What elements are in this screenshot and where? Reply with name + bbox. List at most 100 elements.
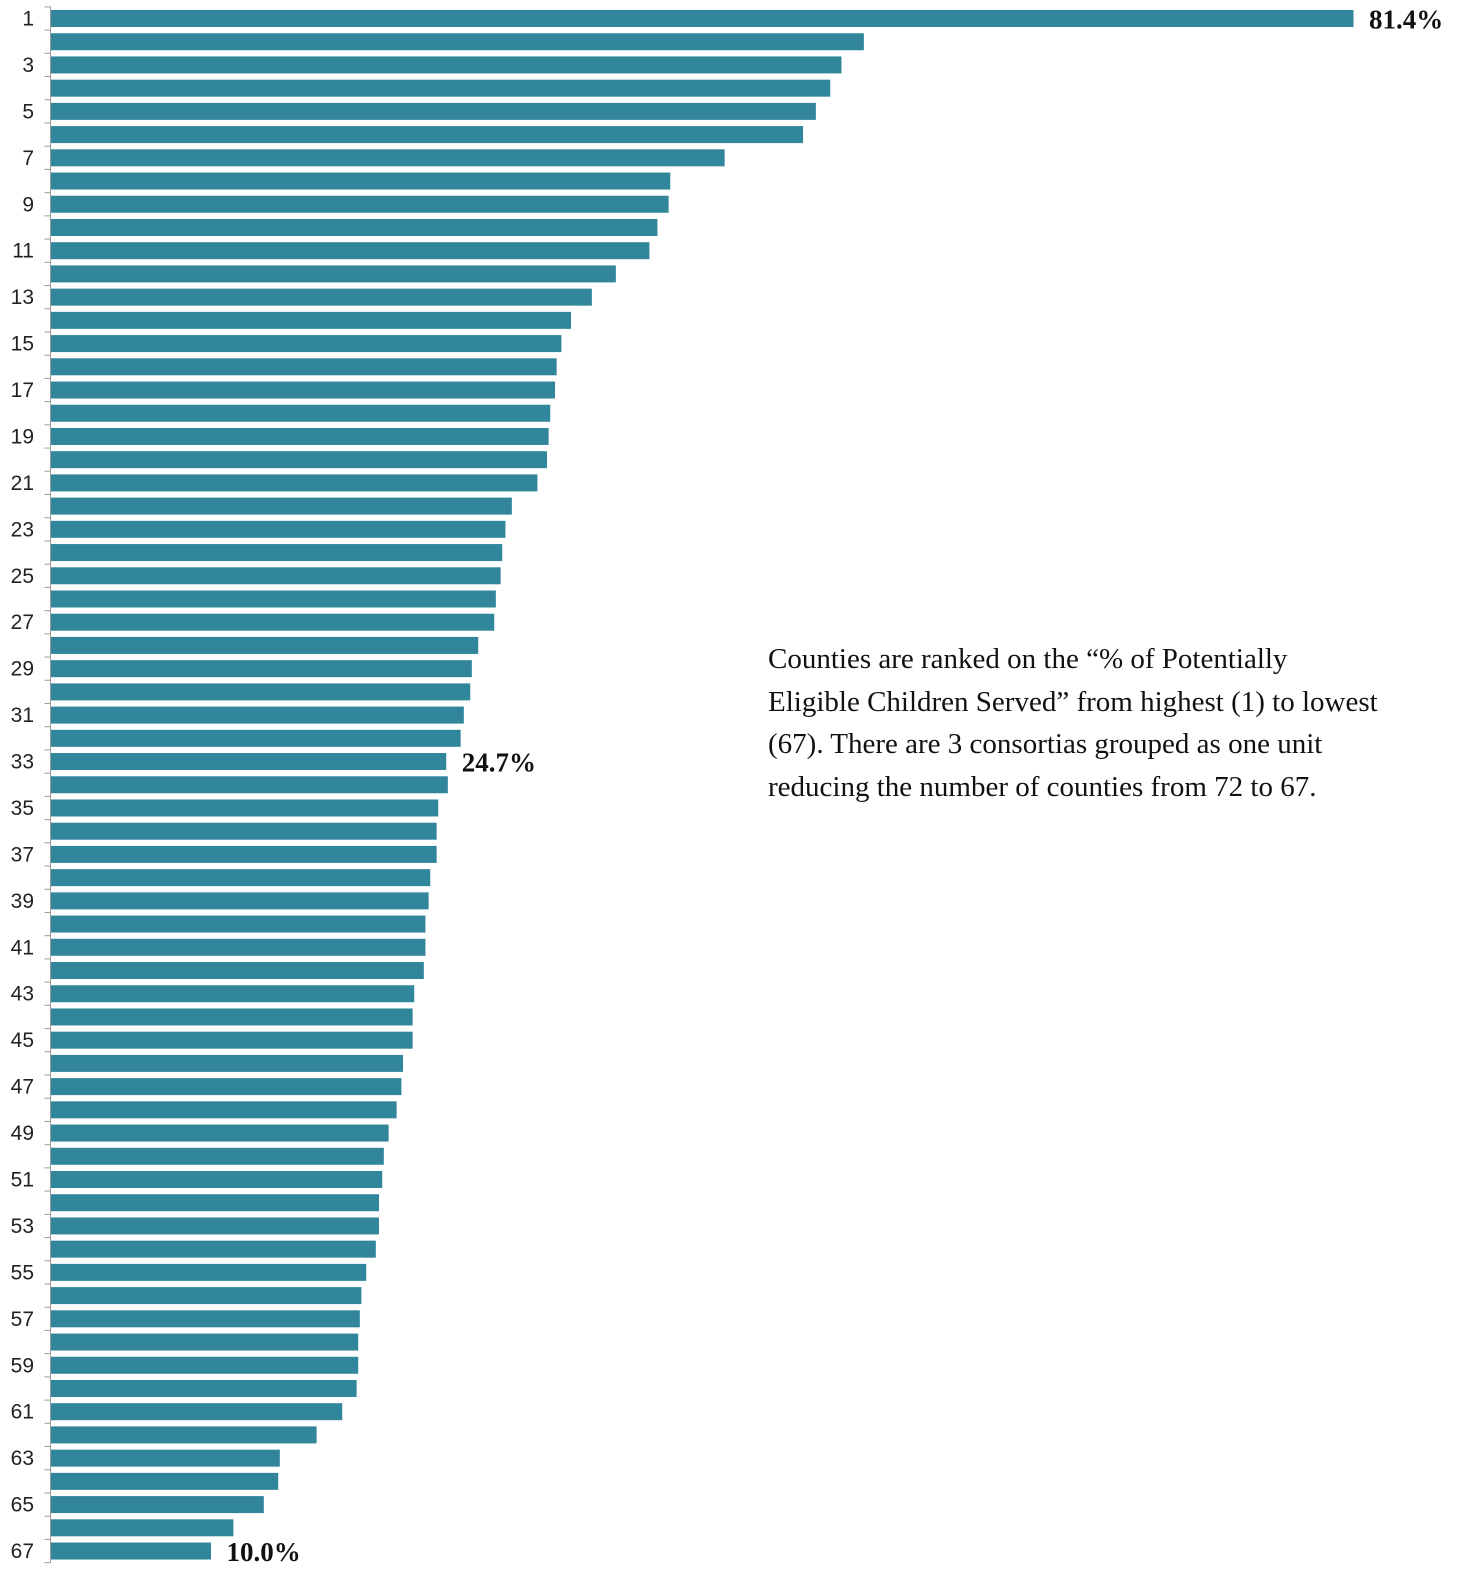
bar-county-rank-12 <box>51 265 616 283</box>
y-axis-tick-labels: 1357911131517192123252729313335373941434… <box>11 8 34 1564</box>
bar-county-rank-59 <box>51 1356 359 1374</box>
y-tick-label-67: 67 <box>11 1540 34 1563</box>
bar-county-rank-61 <box>51 1403 343 1421</box>
bar-county-rank-63 <box>51 1449 280 1467</box>
bar-county-rank-20 <box>51 451 548 469</box>
y-tick-label-57: 57 <box>11 1308 34 1331</box>
y-tick-label-47: 47 <box>11 1076 34 1099</box>
y-tick-label-5: 5 <box>22 100 34 123</box>
bar-county-rank-25 <box>51 567 501 585</box>
bar-county-rank-67 <box>51 1542 212 1560</box>
y-tick-label-17: 17 <box>11 379 34 402</box>
bar-county-rank-42 <box>51 962 424 980</box>
bar-county-rank-17 <box>51 381 556 399</box>
bar-county-rank-6 <box>51 126 804 144</box>
bar-county-rank-60 <box>51 1379 357 1397</box>
y-tick-label-3: 3 <box>22 54 34 77</box>
bar-county-rank-50 <box>51 1147 384 1165</box>
bar-county-rank-21 <box>51 474 538 492</box>
y-tick-label-21: 21 <box>11 472 34 495</box>
bar-county-rank-26 <box>51 590 496 608</box>
bar-county-rank-54 <box>51 1240 376 1258</box>
bar-county-rank-14 <box>51 311 572 329</box>
y-tick-label-37: 37 <box>11 843 34 866</box>
bar-county-rank-51 <box>51 1171 383 1188</box>
bar-county-rank-23 <box>51 520 506 538</box>
bar-county-rank-41 <box>51 938 426 956</box>
bar-county-rank-47 <box>51 1078 402 1096</box>
bar-county-rank-13 <box>51 288 592 306</box>
data-label-rank-1: 81.4% <box>1369 5 1443 35</box>
bar-county-rank-28 <box>51 636 479 654</box>
bar-county-rank-62 <box>51 1426 317 1444</box>
y-tick-label-15: 15 <box>11 333 34 356</box>
bar-county-rank-18 <box>51 404 551 422</box>
bar-series <box>51 10 1354 1560</box>
bar-county-rank-31 <box>51 706 464 724</box>
y-tick-label-13: 13 <box>11 286 34 309</box>
bar-county-rank-22 <box>51 497 512 515</box>
y-tick-label-39: 39 <box>11 890 34 913</box>
bar-county-rank-27 <box>51 613 495 631</box>
y-tick-label-27: 27 <box>11 611 34 634</box>
bar-county-rank-15 <box>51 335 562 353</box>
bar-county-rank-37 <box>51 845 437 863</box>
y-tick-label-51: 51 <box>11 1169 34 1192</box>
bar-county-rank-29 <box>51 660 472 678</box>
bar-county-rank-5 <box>51 102 816 120</box>
bar-county-rank-66 <box>51 1519 234 1537</box>
data-label-rank-67: 10.0% <box>227 1537 301 1567</box>
y-tick-label-23: 23 <box>11 518 34 541</box>
bar-county-rank-38 <box>51 869 431 887</box>
bar-county-rank-39 <box>51 892 429 910</box>
bar-county-rank-8 <box>51 172 671 190</box>
y-axis <box>44 6 51 1564</box>
bar-county-rank-33 <box>51 753 447 771</box>
y-tick-label-31: 31 <box>11 704 34 727</box>
y-tick-label-29: 29 <box>11 658 34 681</box>
bar-county-rank-34 <box>51 776 448 794</box>
bar-county-rank-45 <box>51 1031 413 1049</box>
bar-county-rank-55 <box>51 1263 367 1281</box>
y-tick-label-55: 55 <box>11 1261 34 1284</box>
bar-county-rank-36 <box>51 822 437 840</box>
y-tick-label-59: 59 <box>11 1354 34 1377</box>
bar-county-rank-35 <box>51 799 439 817</box>
y-tick-label-43: 43 <box>11 983 34 1006</box>
bar-county-rank-3 <box>51 56 842 74</box>
y-tick-label-25: 25 <box>11 565 34 588</box>
bar-county-rank-44 <box>51 1008 413 1026</box>
bar-county-rank-16 <box>51 358 557 376</box>
y-tick-label-49: 49 <box>11 1122 34 1145</box>
data-label-rank-33: 24.7% <box>462 748 536 778</box>
bar-county-rank-4 <box>51 79 831 97</box>
ranking-note: Counties are ranked on the “% of Potenti… <box>768 643 1378 803</box>
y-tick-label-53: 53 <box>11 1215 34 1238</box>
bar-county-rank-43 <box>51 985 415 1003</box>
bar-county-rank-24 <box>51 544 503 562</box>
y-tick-label-35: 35 <box>11 797 34 820</box>
bar-county-rank-56 <box>51 1287 362 1305</box>
y-tick-label-45: 45 <box>11 1029 34 1052</box>
bar-county-rank-53 <box>51 1217 380 1235</box>
bar-county-rank-46 <box>51 1054 404 1072</box>
bar-county-rank-7 <box>51 149 725 167</box>
bar-county-rank-58 <box>51 1333 359 1351</box>
y-tick-label-63: 63 <box>11 1447 34 1470</box>
bar-county-rank-65 <box>51 1496 264 1514</box>
bar-county-rank-64 <box>51 1472 279 1490</box>
bar-county-rank-1 <box>51 10 1354 27</box>
y-tick-label-41: 41 <box>11 936 34 959</box>
bar-county-rank-30 <box>51 683 471 701</box>
bar-county-rank-9 <box>51 195 669 213</box>
bar-county-rank-40 <box>51 915 426 933</box>
bar-county-rank-48 <box>51 1101 397 1119</box>
y-tick-label-1: 1 <box>22 8 34 31</box>
bar-county-rank-32 <box>51 729 461 747</box>
bar-county-rank-2 <box>51 33 864 51</box>
y-tick-label-11: 11 <box>12 240 34 263</box>
y-tick-label-33: 33 <box>11 751 34 774</box>
bar-county-rank-10 <box>51 218 658 236</box>
y-tick-label-9: 9 <box>22 193 34 216</box>
